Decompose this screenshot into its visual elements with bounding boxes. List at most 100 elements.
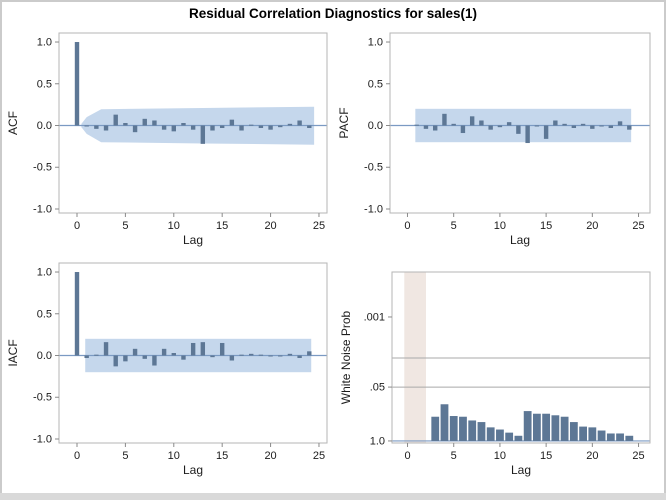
x-tick-label: 0	[74, 220, 80, 232]
bar	[113, 114, 118, 126]
bar	[449, 416, 458, 441]
x-tick-label: 5	[122, 220, 128, 232]
bar	[94, 125, 99, 129]
no-test-region	[404, 272, 427, 443]
bar	[414, 124, 419, 126]
bar	[84, 125, 89, 127]
y-tick-label: -0.5	[33, 162, 52, 174]
pacf-bars	[414, 113, 632, 144]
y-tick-label: -1.0	[33, 203, 52, 215]
x-tick-label: 15	[216, 220, 228, 232]
bar	[219, 342, 225, 356]
bar	[278, 125, 283, 128]
bar	[190, 342, 196, 356]
y-tick-label: .001	[364, 311, 385, 323]
bar	[497, 125, 503, 128]
bar	[132, 125, 138, 133]
bar	[94, 354, 99, 356]
bar	[181, 355, 186, 360]
bar	[488, 125, 493, 130]
bar	[171, 353, 176, 356]
bar	[625, 435, 634, 441]
white-noise-prob-chart: .001 .05 1.0 0 5 10 15 20 25 Lag White Noise Prob	[339, 271, 651, 477]
bar	[451, 123, 456, 126]
x-tick-label: 0	[404, 220, 410, 232]
bar	[532, 413, 541, 441]
acf-bars	[74, 42, 312, 144]
bar	[423, 125, 429, 129]
y-tick-label: 1.0	[37, 267, 52, 279]
y-tick-label: 1.0	[368, 37, 383, 49]
x-tick-label: 15	[540, 220, 552, 232]
x-tick-label: 25	[632, 220, 644, 232]
y-tick-label: -0.5	[364, 162, 383, 174]
bar	[608, 125, 614, 129]
bar	[460, 125, 466, 134]
bar	[258, 354, 264, 356]
bar	[514, 435, 523, 441]
x-tick-label: 10	[168, 450, 180, 462]
bar	[123, 355, 128, 362]
bar	[543, 125, 549, 139]
bar	[103, 125, 109, 131]
bar	[181, 123, 186, 126]
bar	[103, 342, 109, 356]
x-tick-label: 20	[586, 220, 598, 232]
x-tick-label: 10	[494, 220, 506, 232]
bar	[432, 125, 438, 131]
bar	[152, 120, 157, 126]
bar	[459, 416, 467, 441]
bar	[560, 416, 569, 441]
y-tick-label: 0.5	[37, 308, 52, 320]
y-tick-label: 0.0	[37, 120, 52, 132]
bar	[479, 120, 484, 126]
bar	[606, 433, 615, 441]
bar	[210, 355, 215, 358]
bar	[551, 415, 560, 441]
bar	[553, 120, 558, 126]
bar	[590, 125, 595, 129]
bar	[516, 125, 521, 134]
bar	[597, 430, 606, 441]
x-axis-label: Lag	[183, 233, 203, 247]
bar	[486, 427, 495, 441]
acf-chart: 1.0 0.5 0.0 -0.5 -1.0 0 5 10 15 20 25 Lag ACF	[6, 32, 328, 247]
y-axis-label: White Noise Prob	[339, 310, 353, 404]
y-axis-label: IACF	[6, 339, 20, 366]
y-axis-label: ACF	[6, 111, 20, 135]
x-tick-label: 10	[494, 450, 506, 462]
bar	[440, 404, 449, 441]
x-axis-label: Lag	[510, 233, 530, 247]
bar	[506, 122, 512, 126]
iacf-chart: 1.0 0.5 0.0 -0.5 -1.0 0 5 10 15 20 25 Lag IACF	[6, 262, 328, 477]
bar	[84, 355, 89, 359]
bar	[442, 113, 447, 126]
y-tick-label: 0.5	[368, 78, 383, 90]
x-tick-label: 0	[404, 450, 410, 462]
bar	[239, 125, 244, 131]
bar	[229, 119, 235, 126]
bar	[152, 355, 157, 366]
iacf-bars	[74, 272, 312, 367]
bar	[278, 355, 283, 357]
y-tick-label: -1.0	[364, 203, 383, 215]
bar	[123, 123, 128, 126]
x-tick-label: 15	[216, 450, 228, 462]
x-tick-label: 0	[74, 450, 80, 462]
bar	[132, 348, 138, 356]
x-tick-label: 20	[586, 450, 598, 462]
bar	[268, 355, 273, 357]
bar	[161, 125, 167, 130]
bar	[171, 125, 176, 132]
bar	[200, 342, 206, 356]
y-tick-label: 0.0	[37, 350, 52, 362]
bar	[569, 422, 578, 441]
bar	[161, 348, 167, 356]
bar	[579, 426, 587, 441]
x-tick-label: 15	[540, 450, 552, 462]
bar	[297, 120, 302, 126]
bar	[297, 355, 302, 359]
bar	[599, 125, 604, 127]
